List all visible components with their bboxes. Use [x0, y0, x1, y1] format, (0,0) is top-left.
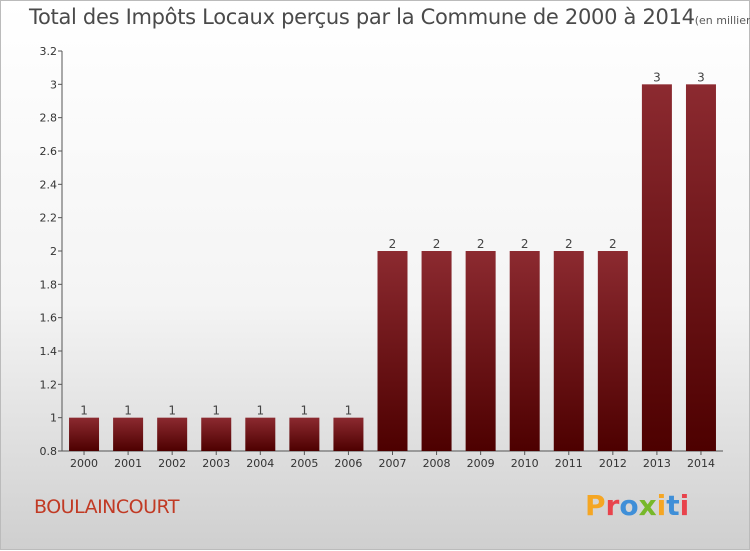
data-label: 2: [433, 237, 441, 251]
logo-letter: x: [638, 489, 657, 522]
y-tick-label: 1.2: [40, 378, 58, 391]
bar[interactable]: [289, 417, 320, 451]
bar[interactable]: [641, 84, 672, 451]
chart-title-text: Total des Impôts Locaux perçus par la Co…: [29, 5, 695, 29]
y-tick-label: 1: [50, 412, 57, 425]
data-label: 2: [609, 237, 617, 251]
x-tick-label: 2009: [467, 457, 495, 470]
y-tick-label: 2: [50, 245, 57, 258]
x-tick-label: 2014: [687, 457, 715, 470]
x-tick-label: 2012: [599, 457, 627, 470]
bar[interactable]: [377, 251, 408, 451]
logo-letter: P: [585, 489, 606, 522]
y-tick-label: 3.2: [40, 45, 58, 58]
data-label: 2: [477, 237, 485, 251]
bar[interactable]: [201, 417, 232, 451]
data-label: 2: [565, 237, 573, 251]
bar[interactable]: [157, 417, 188, 451]
data-label: 2: [389, 237, 397, 251]
logo-letter: i: [679, 489, 690, 522]
proxiti-logo[interactable]: Proxiti: [585, 489, 689, 522]
data-label: 1: [212, 404, 220, 418]
bar[interactable]: [421, 251, 452, 451]
y-tick-label: 2.4: [40, 178, 58, 191]
bar[interactable]: [685, 84, 716, 451]
chart-unit: (en milliers d'€): [694, 14, 750, 27]
data-label: 3: [697, 70, 705, 84]
x-tick-label: 2010: [511, 457, 539, 470]
x-tick-label: 2011: [555, 457, 583, 470]
y-tick-label: 1.6: [40, 312, 58, 325]
data-label: 1: [80, 404, 88, 418]
data-label: 1: [124, 404, 132, 418]
data-label: 1: [256, 404, 264, 418]
x-tick-label: 2013: [643, 457, 671, 470]
data-label: 1: [301, 404, 309, 418]
x-tick-label: 2004: [246, 457, 274, 470]
y-tick-label: 2.8: [40, 112, 58, 125]
bar[interactable]: [509, 251, 540, 451]
y-tick-label: 1.8: [40, 278, 58, 291]
bar[interactable]: [333, 417, 364, 451]
bar[interactable]: [69, 417, 100, 451]
chart-title: Total des Impôts Locaux perçus par la Co…: [29, 5, 750, 29]
x-tick-label: 2008: [423, 457, 451, 470]
x-tick-label: 2000: [70, 457, 98, 470]
y-tick-label: 1.4: [40, 345, 58, 358]
data-label: 1: [168, 404, 176, 418]
bar[interactable]: [245, 417, 276, 451]
data-label: 2: [521, 237, 529, 251]
logo-letter: t: [666, 489, 680, 522]
x-tick-label: 2005: [290, 457, 318, 470]
x-tick-label: 2002: [158, 457, 186, 470]
x-tick-label: 2003: [202, 457, 230, 470]
bar[interactable]: [113, 417, 144, 451]
y-tick-label: 2.2: [40, 212, 58, 225]
logo-letter: o: [619, 489, 639, 522]
y-tick-label: 2.6: [40, 145, 58, 158]
commune-name: BOULAINCOURT: [34, 496, 179, 518]
logo-letter: r: [605, 489, 620, 522]
x-tick-label: 2001: [114, 457, 142, 470]
logo-letter: i: [656, 489, 667, 522]
data-label: 1: [345, 404, 353, 418]
y-tick-label: 3: [50, 78, 57, 91]
x-tick-label: 2006: [334, 457, 362, 470]
bar[interactable]: [553, 251, 584, 451]
y-tick-label: 0.8: [40, 445, 58, 458]
bar[interactable]: [465, 251, 496, 451]
data-label: 3: [653, 70, 661, 84]
bar[interactable]: [597, 251, 628, 451]
x-tick-label: 2007: [379, 457, 407, 470]
